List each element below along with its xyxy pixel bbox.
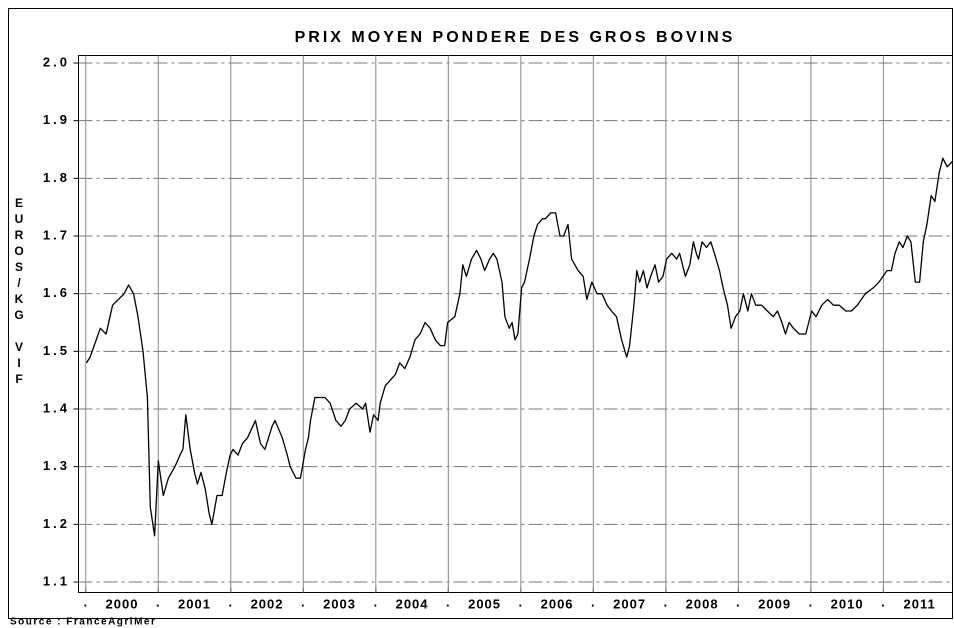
x-tick-label: . bbox=[591, 594, 596, 609]
x-tick-label: . bbox=[373, 594, 378, 609]
x-tick-label: . bbox=[446, 594, 451, 609]
source-note: Source : FranceAgriMer bbox=[10, 617, 156, 628]
x-tick-label: . bbox=[881, 594, 886, 609]
y-tick-label: 1.4 bbox=[43, 400, 70, 415]
year-label: 2006 bbox=[541, 596, 574, 611]
year-label: 2008 bbox=[686, 596, 719, 611]
x-tick-label: . bbox=[809, 594, 814, 609]
y-tick-label: 1.3 bbox=[43, 458, 70, 473]
y-tick-label: 1.1 bbox=[43, 573, 70, 588]
x-tick-label: . bbox=[664, 594, 669, 609]
x-tick-label: . bbox=[519, 594, 524, 609]
year-label: 2009 bbox=[758, 596, 791, 611]
chart-title: PRIX MOYEN PONDERE DES GROS BOVINS bbox=[295, 29, 736, 46]
y-tick-label: 1.7 bbox=[43, 227, 70, 242]
y-tick-label: 1.6 bbox=[43, 285, 70, 300]
price-line bbox=[85, 157, 954, 537]
year-label: 2004 bbox=[396, 596, 429, 611]
year-label: 2007 bbox=[613, 596, 646, 611]
year-label: 2005 bbox=[468, 596, 501, 611]
y-tick-label: 2.0 bbox=[43, 54, 70, 69]
year-label: 2010 bbox=[831, 596, 864, 611]
y-tick-label: 1.9 bbox=[43, 112, 70, 127]
y-tick-label: 1.2 bbox=[43, 516, 70, 531]
x-tick-label: . bbox=[156, 594, 161, 609]
year-label: 2003 bbox=[323, 596, 356, 611]
x-tick-label: . bbox=[301, 594, 306, 609]
y-tick-label: 1.8 bbox=[43, 170, 70, 185]
y-axis-label: EUROS/KG VIF bbox=[12, 196, 26, 388]
year-label: 2002 bbox=[251, 596, 284, 611]
plot-frame bbox=[78, 55, 953, 593]
year-label: 2001 bbox=[178, 596, 211, 611]
year-label: 2000 bbox=[106, 596, 139, 611]
x-tick-label: . bbox=[228, 594, 233, 609]
x-tick-label: . bbox=[736, 594, 741, 609]
x-tick-label: . bbox=[83, 594, 88, 609]
y-tick-label: 1.5 bbox=[43, 343, 70, 358]
year-label: 2011 bbox=[904, 596, 936, 611]
